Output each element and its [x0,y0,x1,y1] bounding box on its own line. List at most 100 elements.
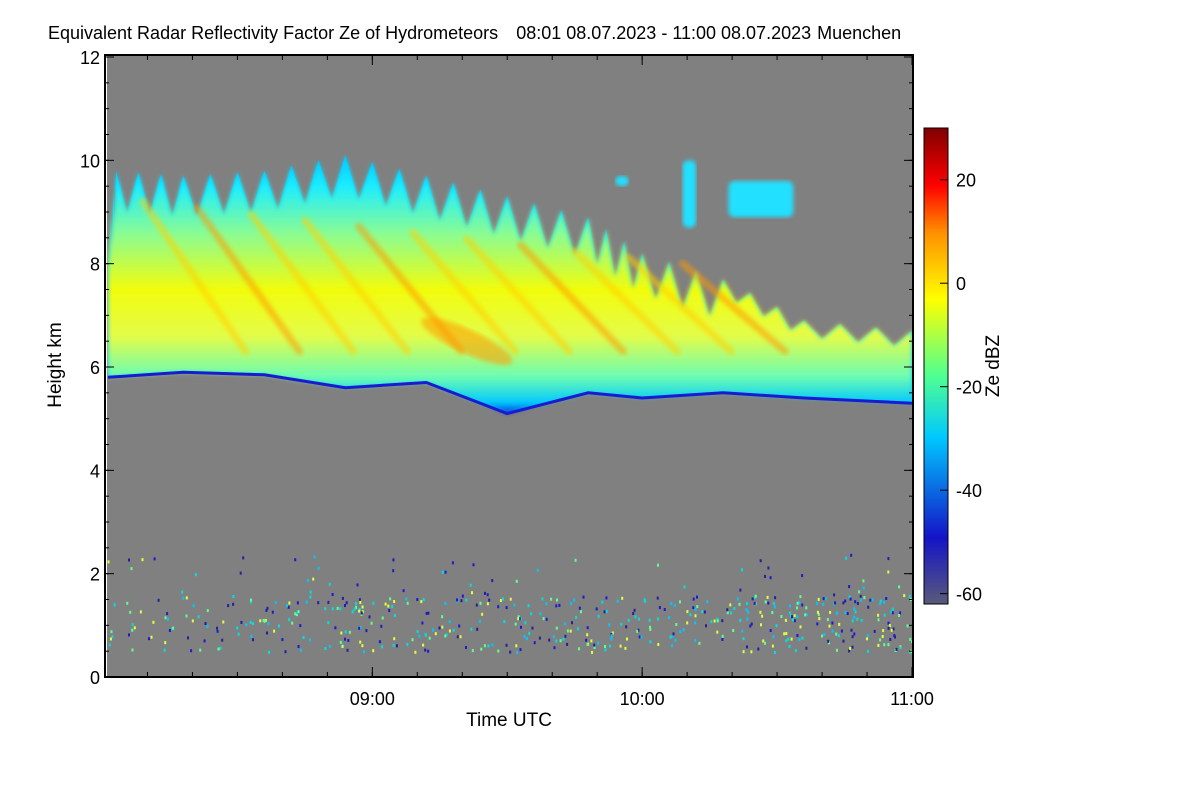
clutter-speck [840,629,843,633]
fall-streak [625,253,735,355]
clutter-speck [287,605,290,609]
clutter-speck [759,559,762,563]
clutter-speck [555,604,558,608]
clutter-speck [351,610,354,614]
clutter-speck [799,625,802,629]
clutter-speck [821,634,823,638]
clutter-speck [344,630,347,634]
clutter-speck [675,623,678,626]
clutter-speck [389,597,392,601]
clutter-speck [833,593,836,597]
clutter-speck [582,595,585,599]
clutter-speck [739,618,742,622]
clutter-speck [856,602,859,605]
clutter-speck [883,643,886,647]
clutter-speck [605,609,608,613]
clutter-speck [296,601,299,605]
colorbar-tick-label: -60 [956,585,982,605]
clutter-speck [548,638,551,642]
clutter-speck [559,639,562,643]
clutter-speck [854,600,857,604]
clutter-speck [586,642,589,646]
clutter-speck [392,558,395,562]
clutter-speck [801,574,804,578]
clutter-speck [307,578,310,582]
clutter-speck [862,579,865,583]
clutter-speck [767,566,770,570]
clutter-speck [834,601,836,605]
clutter-speck [575,615,578,619]
clutter-speck [217,647,220,651]
clutter-speck [444,634,447,638]
clutter-speck [733,607,736,610]
clutter-speck [542,617,545,621]
clutter-speck [769,576,772,580]
clutter-speck [746,602,748,606]
clutter-speck [167,617,169,621]
clutter-speck [888,624,891,628]
clutter-speck [784,618,787,622]
clutter-speck [793,614,796,618]
clutter-speck [503,620,506,624]
x-tick-label: 10:00 [620,689,665,709]
clutter-speck [751,597,754,601]
clutter-speck [761,614,764,618]
clutter-speck [126,601,129,605]
clutter-speck [792,618,794,622]
clutter-speck [513,603,516,607]
clutter-speck [519,617,522,621]
isolated-cloud-patch [615,175,629,187]
clutter-speck [204,622,207,625]
clutter-speck [476,627,479,631]
clutter-speck [903,594,906,598]
clutter-speck [472,563,475,567]
clutter-speck [694,614,697,618]
clutter-speck [372,649,375,653]
clutter-speck [384,602,387,606]
clutter-speck [441,615,444,619]
clutter-speck [785,632,788,635]
clutter-speck [286,604,289,608]
clutter-speck [539,612,542,616]
clutter-speck [574,558,577,562]
clutter-speck [391,605,394,609]
clutter-speck [595,607,598,611]
clutter-speck [347,639,350,642]
fall-streak [463,235,573,355]
clutter-speck [851,619,854,623]
clutter-speck [851,635,854,639]
clutter-speck [668,616,670,620]
plot-frame [104,54,914,678]
clutter-speck [609,644,611,648]
clutter-speck [620,622,623,626]
y-tick-label: 0 [90,668,100,688]
clutter-speck [291,621,294,625]
clutter-speck [313,555,316,559]
clutter-speck [788,644,791,648]
clutter-speck [877,613,880,617]
clutter-speck [716,617,719,621]
clutter-speck [448,629,451,633]
clutter-speck [388,609,391,612]
clutter-speck [416,598,419,601]
clutter-speck [591,650,593,654]
clutter-speck [891,607,894,611]
clutter-speck [899,611,902,615]
clutter-speck [772,635,775,639]
colorbar-gradient [923,127,949,605]
clutter-speck [563,622,566,626]
clutter-speck [418,634,421,638]
clutter-speck [194,573,197,577]
clutter-speck [523,634,526,638]
clutter-speck [216,626,218,630]
fall-streak [247,210,357,355]
clutter-speck [648,618,651,622]
clutter-speck [593,646,596,650]
clutter-speck [838,634,840,638]
clutter-speck [801,603,804,607]
clutter-speck [769,629,772,632]
clutter-speck [518,617,521,621]
clutter-speck [608,623,611,627]
clutter-speck [294,558,297,562]
clutter-speck [710,620,713,624]
